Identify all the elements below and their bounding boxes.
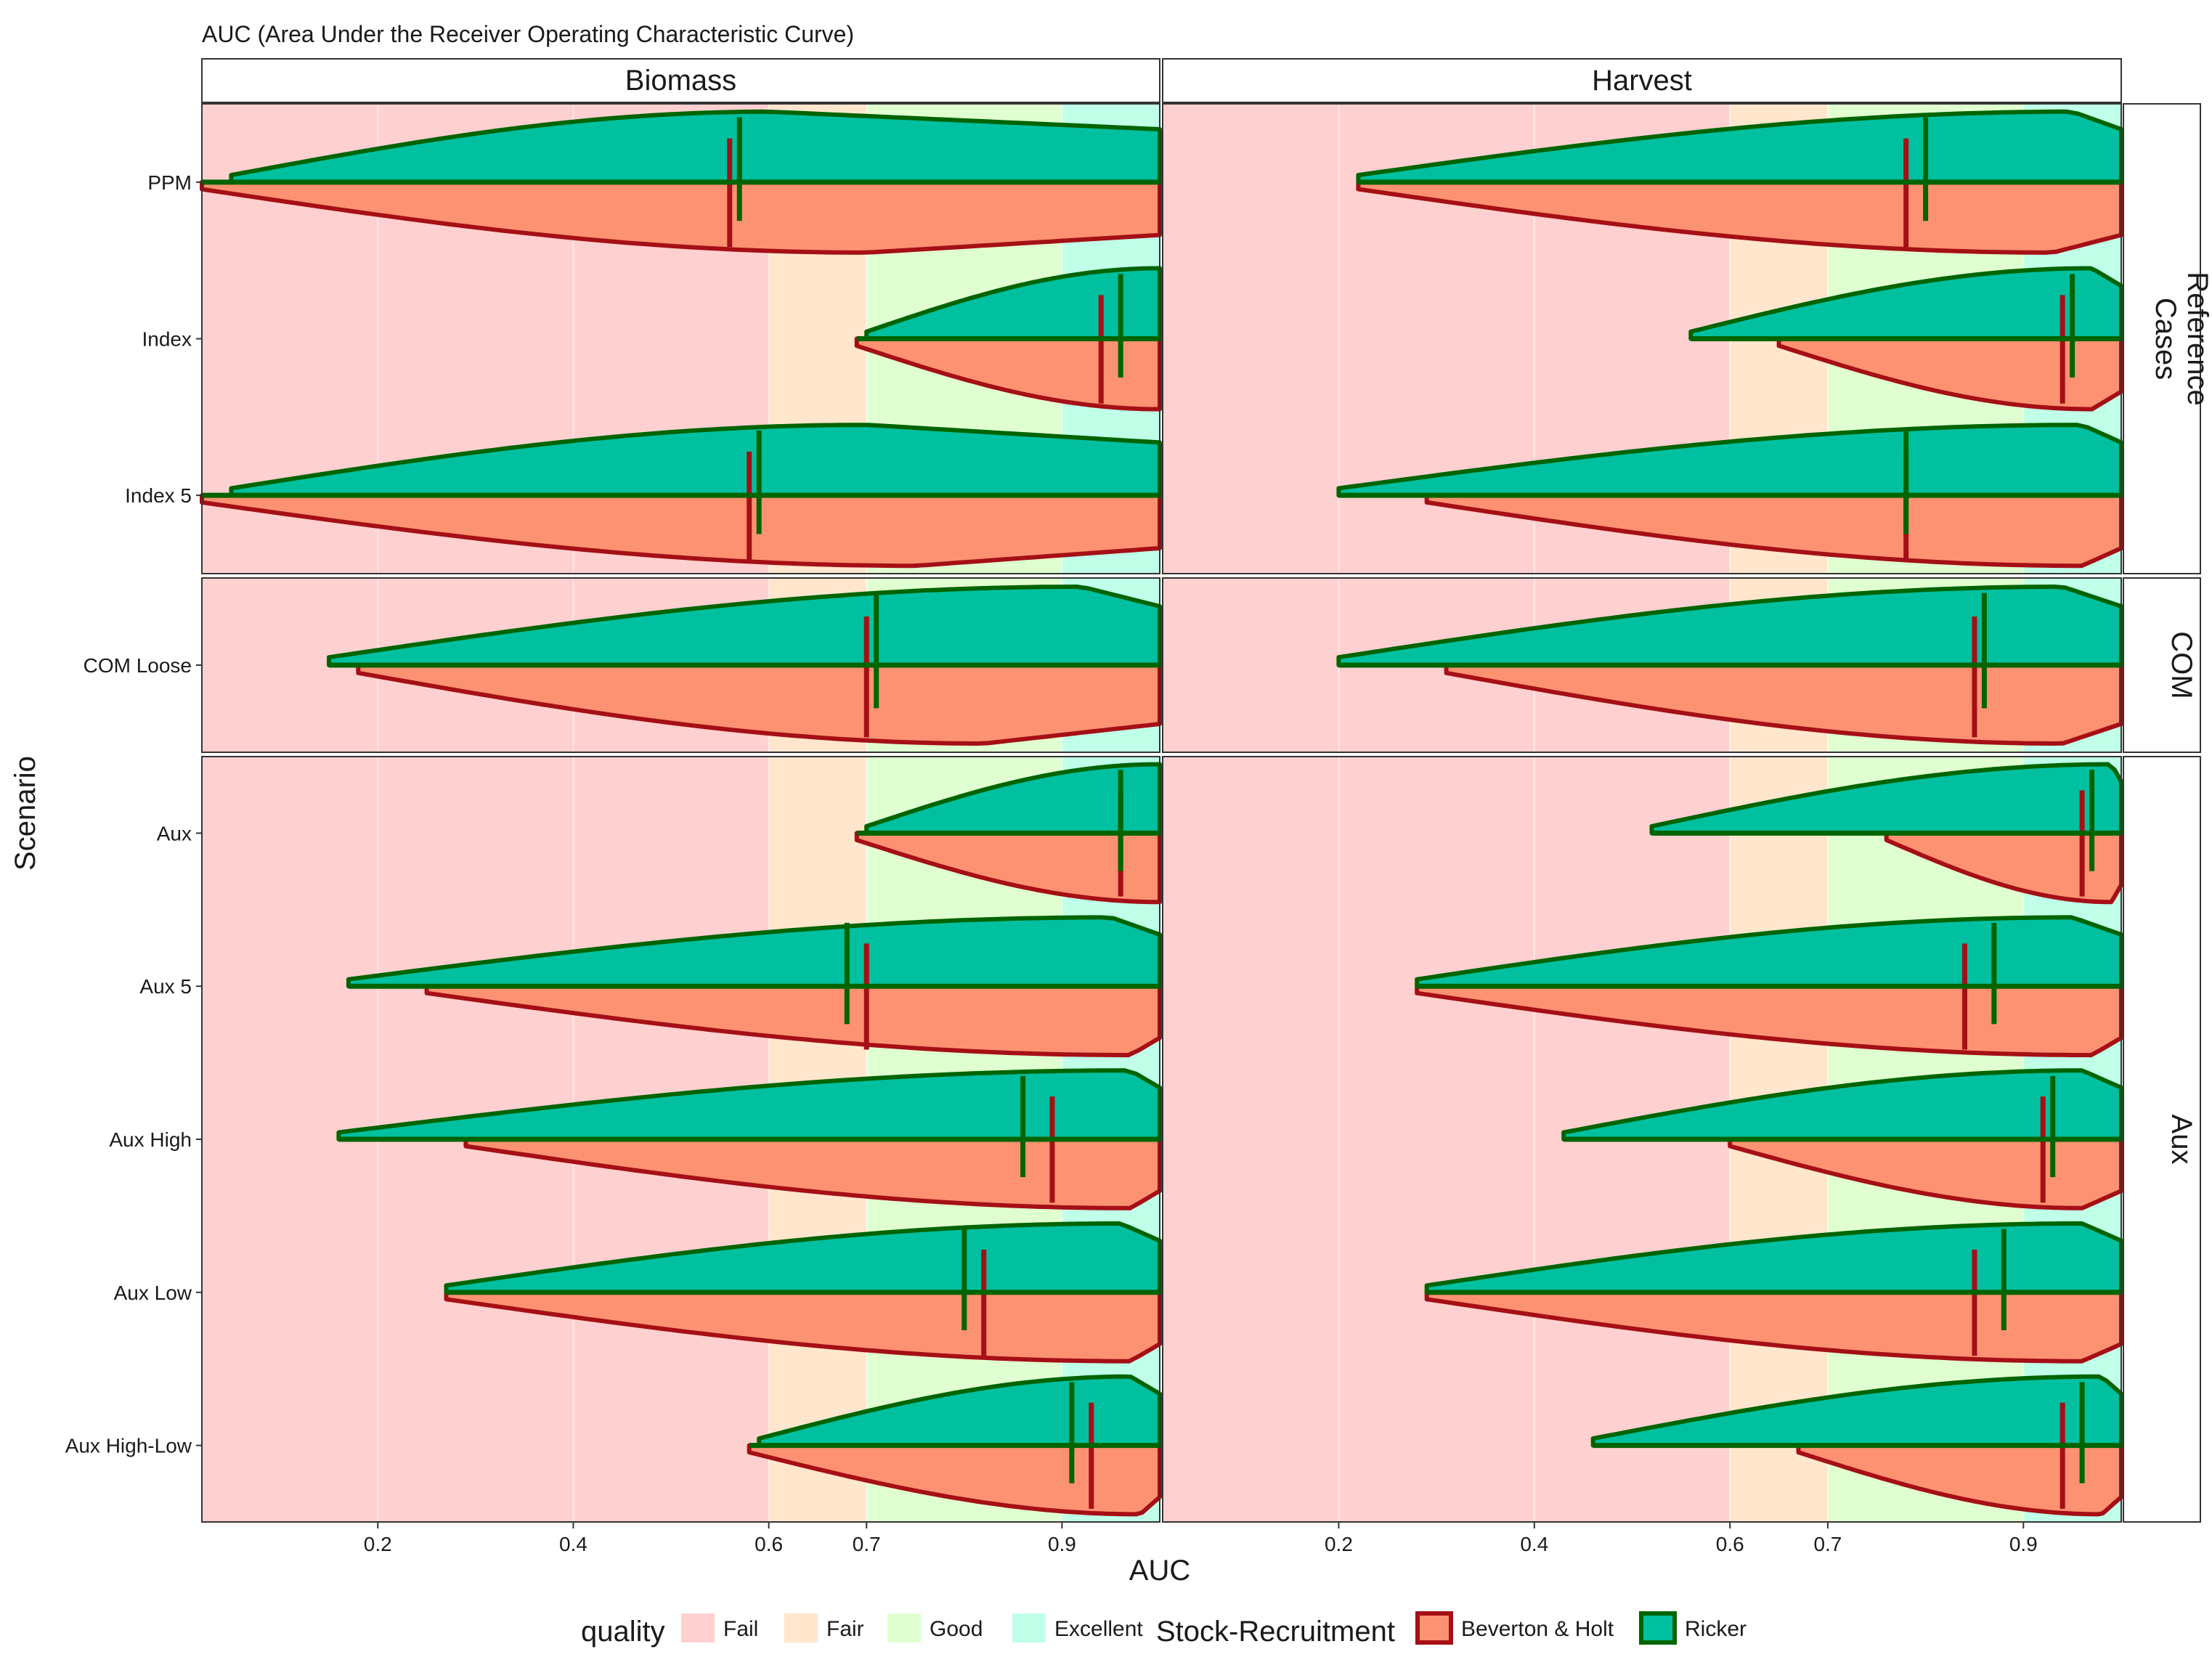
violin-index-5-harvest-ricker [1336, 423, 2123, 498]
y-tick-label-aux: Aux [157, 822, 192, 844]
violin-aux-high-harvest-ricker [1561, 1068, 2123, 1141]
violin-index-5-harvest-beverton-holt [1424, 493, 2123, 569]
y-tick-label-aux-5: Aux 5 [139, 975, 192, 998]
legend-quality-title: quality [581, 1616, 665, 1648]
legend-key-good [887, 1613, 921, 1642]
y-tick-label-aux-high-low: Aux High-Low [65, 1435, 192, 1457]
legend-key-beverton-holt [1415, 1611, 1453, 1645]
strip-biomass [201, 58, 1160, 103]
violin-index-biomass-beverton-holt [854, 336, 1162, 412]
x-tick-label: 0.9 [2009, 1533, 2038, 1555]
violin-aux-high-harvest-beverton-holt [1728, 1137, 2123, 1210]
legend-label-fair: Fair [826, 1617, 864, 1641]
violin-aux-high-low-harvest-beverton-holt [1796, 1443, 2123, 1517]
strip-harvest [1162, 58, 2122, 103]
y-tick-label-aux-high: Aux High [109, 1128, 192, 1151]
y-tick-label-aux-low: Aux Low [114, 1282, 192, 1304]
legend-label-fail: Fail [723, 1617, 758, 1641]
y-tick-label-index-5: Index 5 [125, 484, 192, 507]
violin-aux-5-biomass-ricker [346, 915, 1162, 989]
violin-aux-5-harvest-beverton-holt [1415, 984, 2123, 1058]
violins [200, 109, 2123, 1517]
y-tick-labels: PPM Index Index 5 COM Loose Aux Aux 5 Aux High… [65, 171, 202, 1457]
strip-row-label: Reference [2181, 272, 2212, 406]
strip-label-harvest: Harvest [1592, 65, 1692, 97]
violin-ppm-biomass-ricker [229, 109, 1162, 184]
violin-com-loose-biomass-ricker [327, 585, 1162, 667]
y-tick-label-com-loose: COM Loose [84, 654, 192, 677]
violin-index-5-biomass-beverton-holt [200, 493, 1162, 569]
violin-ppm-biomass-beverton-holt [200, 179, 1162, 255]
violin-index-biomass-ricker [864, 266, 1162, 341]
x-tick-label: 0.7 [1813, 1533, 1842, 1555]
y-tick-label-index: Index [142, 328, 192, 351]
strip-row-reference-cases [2123, 103, 2201, 574]
violin-ppm-harvest-beverton-holt [1356, 179, 2123, 255]
x-axis-title: AUC [1129, 1555, 1190, 1587]
panel-frame [1162, 103, 2122, 574]
legend-key-excellent [1012, 1613, 1046, 1642]
strip-row-com [2123, 577, 2201, 753]
violin-com-loose-biomass-beverton-holt [356, 663, 1162, 746]
violin-aux-high-biomass-beverton-holt [463, 1137, 1162, 1210]
violin-aux-high-low-harvest-ricker [1590, 1374, 2123, 1448]
violin-aux-low-harvest-ricker [1424, 1221, 2123, 1295]
violin-aux-high-low-biomass-ricker [757, 1374, 1162, 1448]
violin-index-5-biomass-ricker [229, 423, 1162, 498]
legend-label-beverton-holt: Beverton & Holt [1461, 1617, 1614, 1641]
x-axis-ticks: 0.2 0.4 0.6 0.7 0.9 0.2 0.4 0.6 0.7 0.9 [364, 1522, 2038, 1555]
panel-frame [1162, 577, 2122, 753]
y-tick-label-ppm: PPM [147, 171, 192, 194]
strip-row-label: Cases [2150, 298, 2181, 380]
legend-key-ricker [1639, 1611, 1677, 1645]
panel-frame [1162, 756, 2122, 1523]
panel-frames [201, 103, 2122, 1523]
legend-label-good: Good [930, 1617, 983, 1641]
violin-aux-high-biomass-ricker [336, 1068, 1162, 1141]
chart-title: AUC (Area Under the Receiver Operating C… [202, 21, 854, 47]
violin-index-harvest-ricker [1688, 266, 2123, 341]
x-tick-label: 0.4 [1520, 1533, 1548, 1555]
violin-aux-5-biomass-beverton-holt [424, 984, 1162, 1058]
x-tick-label: 0.7 [853, 1533, 881, 1555]
legend-label-ricker: Ricker [1685, 1617, 1747, 1641]
x-tick-label: 0.9 [1048, 1533, 1076, 1555]
legend-key-fail [681, 1613, 715, 1642]
violin-aux-harvest-beverton-holt [1884, 831, 2123, 905]
y-axis-title: Scenario [9, 756, 41, 871]
x-tick-label: 0.2 [364, 1533, 392, 1555]
violin-aux-low-harvest-beverton-holt [1424, 1290, 2123, 1364]
x-tick-label: 0.4 [559, 1533, 587, 1555]
violin-aux-biomass-beverton-holt [854, 831, 1162, 905]
x-tick-label: 0.6 [1716, 1533, 1744, 1555]
x-tick-label: 0.6 [755, 1533, 783, 1555]
violin-aux-5-harvest-ricker [1415, 915, 2123, 989]
strip-row-label: COM [2166, 631, 2197, 699]
violin-aux-biomass-ricker [864, 762, 1162, 836]
x-tick-label: 0.2 [1325, 1533, 1353, 1555]
strip-row-label: Aux [2166, 1115, 2197, 1165]
violin-ppm-harvest-ricker [1356, 109, 2123, 184]
strip-row-aux [2123, 756, 2201, 1523]
strip-label-biomass: Biomass [625, 65, 736, 97]
violin-com-loose-harvest-beverton-holt [1444, 663, 2123, 746]
legend: quality Fail Fair Good Excellent Stock-Recr… [581, 1611, 1747, 1648]
violin-com-loose-harvest-ricker [1336, 585, 2123, 667]
legend-label-excellent: Excellent [1054, 1617, 1143, 1641]
legend-sr-title: Stock-Recruitment [1156, 1616, 1395, 1648]
violin-aux-harvest-ricker [1649, 762, 2123, 836]
violin-index-harvest-beverton-holt [1776, 336, 2123, 412]
legend-key-fair [784, 1613, 818, 1642]
violin-aux-high-low-biomass-beverton-holt [747, 1443, 1162, 1517]
